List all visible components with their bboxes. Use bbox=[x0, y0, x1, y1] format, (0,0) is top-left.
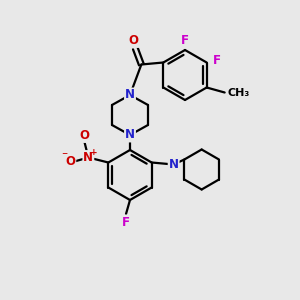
Text: O: O bbox=[65, 155, 75, 168]
Text: CH₃: CH₃ bbox=[228, 88, 250, 98]
Text: ⁻: ⁻ bbox=[61, 150, 68, 163]
Text: F: F bbox=[181, 34, 189, 46]
Text: O: O bbox=[79, 129, 89, 142]
Text: O: O bbox=[128, 34, 138, 47]
Text: F: F bbox=[122, 215, 130, 229]
Text: N: N bbox=[125, 128, 135, 142]
Text: F: F bbox=[213, 54, 221, 67]
Text: N: N bbox=[125, 88, 135, 101]
Text: N: N bbox=[83, 151, 93, 164]
Text: N: N bbox=[169, 158, 179, 171]
Text: +: + bbox=[89, 148, 97, 157]
